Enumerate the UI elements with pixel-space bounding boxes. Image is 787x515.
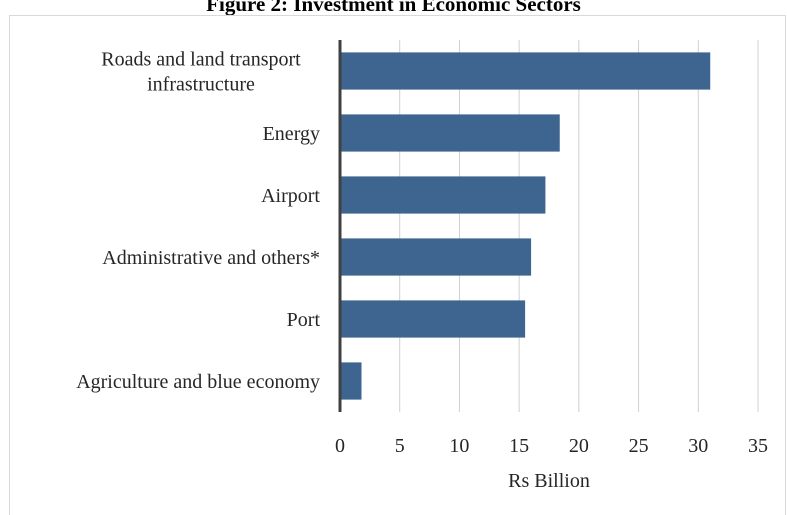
bar [340,52,711,90]
x-tick-label: 35 [748,435,768,457]
gridlines [399,40,759,412]
category-label: Port [287,309,321,331]
bar [340,238,532,276]
x-tick-label: 0 [335,435,345,457]
bar [340,176,546,214]
bars [340,52,711,400]
x-tick-label: 25 [629,435,649,457]
category-label: Roads and land transport infrastructure [101,49,301,96]
category-label: Airport [261,185,320,207]
category-label: Agriculture and blue economy [76,371,320,393]
chart-title: Figure 2: Investment in Economic Sectors [206,0,581,16]
chart-frame [9,15,786,515]
bar [340,362,362,400]
x-tick-label: 15 [509,435,529,457]
bar [340,300,526,338]
bar [340,114,560,152]
category-labels: Roads and land transport infrastructure En… [76,49,320,394]
category-label: Energy [263,123,320,145]
x-tick-label: 20 [569,435,589,457]
x-tick-label: 5 [395,435,405,457]
x-tick-label: 10 [449,435,469,457]
category-label: Administrative and others* [102,247,320,269]
x-tick-label: 30 [688,435,708,457]
x-tick-labels: 0 5 10 15 20 25 30 35 [335,435,768,457]
x-axis-title: Rs Billion [508,470,590,492]
